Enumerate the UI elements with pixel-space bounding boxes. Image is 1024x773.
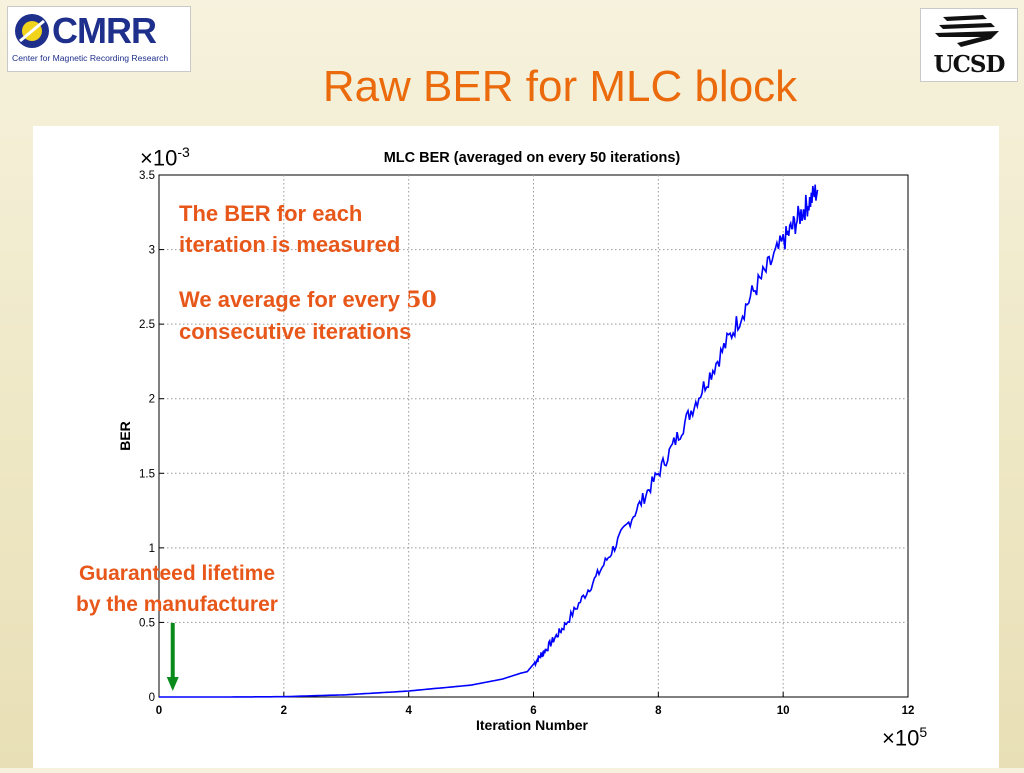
x-tick-label: 6 bbox=[530, 705, 536, 717]
ber-chart: MLC BER (averaged on every 50 iterations… bbox=[117, 150, 915, 733]
cmrr-logo-mark bbox=[15, 14, 49, 48]
annotation-line-2: iteration is measured bbox=[179, 232, 401, 257]
annotation-guaranteed-lifetime: Guaranteed lifetime by the manufacturer bbox=[40, 558, 314, 620]
guaranteed-line-1: Guaranteed lifetime bbox=[78, 562, 276, 585]
x-tick-label: 12 bbox=[902, 705, 915, 717]
ucsd-logo: UCSD bbox=[920, 8, 1018, 82]
x-axis-label: Iteration Number bbox=[476, 717, 589, 733]
y-tick-label: 2 bbox=[149, 394, 155, 406]
y-tick-label: 2.5 bbox=[139, 319, 155, 331]
annotation-measured: The BER for each iteration is measured bbox=[179, 198, 400, 260]
x-axis-multiplier: ×105 bbox=[882, 724, 927, 751]
annotation-line-3-number: 50 bbox=[406, 287, 437, 313]
chart-figure: MLC BER (averaged on every 50 iterations… bbox=[33, 126, 999, 768]
y-tick-label: 0 bbox=[149, 692, 155, 704]
cmrr-logo-text: CMRR bbox=[52, 10, 157, 51]
annotation-line-3: We average for every 50 bbox=[179, 284, 437, 316]
annotation-average: We average for every 50 consecutive iter… bbox=[179, 284, 437, 347]
x-tick-label: 0 bbox=[156, 705, 162, 717]
cmrr-logo-subtitle: Center for Magnetic Recording Research bbox=[12, 53, 169, 63]
x-multiplier-exponent: 5 bbox=[919, 724, 928, 740]
cmrr-logo: CMRR Center for Magnetic Recording Resea… bbox=[7, 6, 191, 72]
x-tick-label: 10 bbox=[777, 705, 790, 717]
ucsd-logo-mark bbox=[935, 15, 999, 47]
x-tick-label: 4 bbox=[405, 705, 412, 717]
chart-title: MLC BER (averaged on every 50 iterations… bbox=[384, 150, 681, 166]
y-multiplier-exponent: -3 bbox=[177, 144, 190, 160]
lifetime-arrow bbox=[166, 623, 179, 691]
x-tick-label: 2 bbox=[281, 705, 287, 717]
grid-lines bbox=[159, 175, 908, 697]
guaranteed-line-2: by the manufacturer bbox=[76, 593, 278, 616]
x-axis-ticks: 0 2 4 6 8 10 12 bbox=[156, 692, 915, 717]
x-multiplier-base: ×10 bbox=[882, 725, 920, 751]
y-tick-label: 3.5 bbox=[139, 170, 155, 182]
y-axis-multiplier: ×10-3 bbox=[140, 144, 190, 171]
y-tick-label: 0.5 bbox=[139, 617, 155, 629]
slide-title: Raw BER for MLC block bbox=[322, 62, 798, 111]
y-axis-ticks: 0 0.5 1 1.5 2 2.5 3 3.5 bbox=[139, 170, 164, 704]
y-multiplier-base: ×10 bbox=[140, 145, 178, 171]
y-axis-label: BER bbox=[117, 421, 133, 451]
y-tick-label: 1 bbox=[149, 543, 155, 555]
annotation-line-1: The BER for each bbox=[179, 201, 363, 226]
y-tick-label: 1.5 bbox=[139, 468, 155, 480]
y-tick-label: 3 bbox=[149, 245, 155, 257]
ber-series-line bbox=[159, 184, 819, 698]
annotation-line-3-text: We average for every bbox=[179, 287, 407, 312]
ucsd-logo-text: UCSD bbox=[933, 51, 1006, 78]
x-tick-label: 8 bbox=[655, 705, 662, 717]
lifetime-arrow-head bbox=[166, 677, 179, 691]
annotation-line-4: consecutive iterations bbox=[179, 319, 412, 344]
